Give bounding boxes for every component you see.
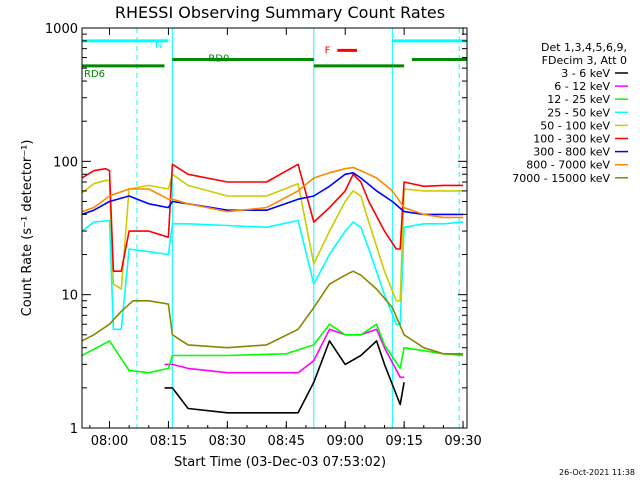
legend: Det 1,3,4,5,6,9,FDecim 3, Att 03 - 6 keV… — [512, 41, 628, 185]
state-bar-label-1: RD0 — [208, 54, 229, 65]
legend-label-4: 50 - 100 keV — [540, 119, 610, 132]
x-tick-label-4: 09:00 — [326, 434, 363, 449]
x-tick-label-6: 09:30 — [444, 434, 481, 449]
y-axis: 1 10 100 1000 — [45, 22, 467, 437]
series-line-8 — [82, 270, 464, 355]
x-tick-label-5: 09:15 — [385, 434, 422, 449]
series-line-0 — [164, 340, 405, 414]
series-line-5 — [82, 163, 464, 273]
series-line-1 — [164, 328, 405, 379]
legend-label-3: 25 - 50 keV — [547, 106, 610, 119]
legend-label-8: 7000 - 15000 keV — [512, 172, 610, 185]
footer-timestamp: 26-Oct-2021 11:38 — [559, 468, 635, 477]
series-line-4 — [82, 173, 464, 302]
x-axis: 08:00 08:15 08:30 08:45 09:00 09:15 09:30 — [89, 28, 482, 449]
legend-label-6: 300 - 800 keV — [533, 146, 610, 159]
x-axis-label: Start Time (03-Dec-03 07:53:02) — [174, 455, 386, 470]
legend-header-1: FDecim 3, Att 0 — [542, 54, 627, 67]
state-bar-label-0: N — [155, 40, 162, 51]
x-tick-label-2: 08:30 — [209, 434, 246, 449]
state-bar-label-3: F — [325, 45, 331, 56]
legend-label-5: 100 - 300 keV — [533, 133, 610, 146]
series-line-2 — [82, 323, 464, 374]
legend-header-0: Det 1,3,4,5,6,9, — [541, 41, 627, 54]
series-line-3 — [82, 219, 464, 331]
plot-area: N RD0 RD6 F — [82, 28, 467, 428]
y-tick-label-0: 1 — [70, 422, 78, 437]
series-line-6 — [82, 172, 464, 216]
x-tick-label-3: 08:45 — [268, 434, 305, 449]
legend-label-7: 800 - 7000 keV — [526, 159, 610, 172]
series-group — [82, 28, 467, 428]
legend-label-2: 12 - 25 keV — [547, 93, 610, 106]
chart-title: RHESSI Observing Summary Count Rates — [115, 3, 445, 22]
y-axis-label: Count Rate (s⁻¹ detector⁻¹) — [20, 140, 35, 317]
legend-label-0: 3 - 6 keV — [561, 67, 610, 80]
state-bar-label-2: RD6 — [84, 69, 105, 80]
x-tick-label-0: 08:00 — [91, 434, 128, 449]
y-tick-label-1: 10 — [61, 289, 78, 304]
x-tick-label-1: 08:15 — [150, 434, 187, 449]
series-line-7 — [82, 166, 464, 219]
y-tick-label-2: 100 — [53, 155, 78, 170]
plot-frame — [81, 27, 468, 429]
y-tick-label-3: 1000 — [45, 22, 78, 37]
legend-label-1: 6 - 12 keV — [554, 80, 610, 93]
